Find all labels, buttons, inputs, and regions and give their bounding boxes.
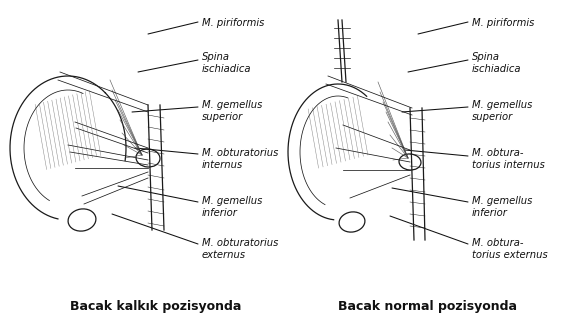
Text: Spina
ischiadica: Spina ischiadica [202, 52, 252, 74]
Text: M. gemellus
inferior: M. gemellus inferior [472, 196, 532, 217]
Text: Bacak kalkık pozisyonda: Bacak kalkık pozisyonda [70, 300, 241, 313]
Text: M. obturatorius
externus: M. obturatorius externus [202, 238, 278, 260]
Text: M. piriformis: M. piriformis [202, 18, 264, 28]
Text: M. obtura-
torius externus: M. obtura- torius externus [472, 238, 548, 260]
Text: M. piriformis: M. piriformis [472, 18, 535, 28]
Text: M. obturatorius
internus: M. obturatorius internus [202, 148, 278, 170]
Text: Spina
ischiadica: Spina ischiadica [472, 52, 521, 74]
Text: M. gemellus
superior: M. gemellus superior [472, 100, 532, 122]
Text: Bacak normal pozisyonda: Bacak normal pozisyonda [338, 300, 517, 313]
Text: M. gemellus
superior: M. gemellus superior [202, 100, 262, 122]
Text: M. gemellus
inferior: M. gemellus inferior [202, 196, 262, 217]
Text: M. obtura-
torius internus: M. obtura- torius internus [472, 148, 545, 170]
